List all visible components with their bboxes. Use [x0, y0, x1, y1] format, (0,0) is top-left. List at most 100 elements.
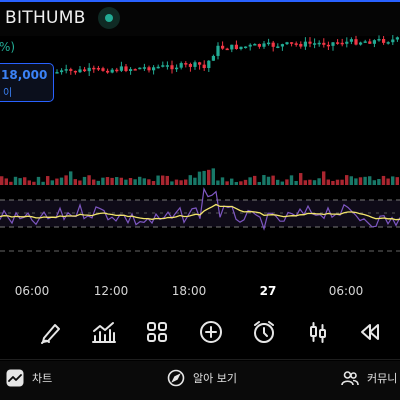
volume-series	[0, 168, 399, 185]
volume-bar	[197, 171, 202, 185]
candles-button[interactable]	[303, 316, 333, 348]
candles-icon	[310, 322, 326, 343]
candle-body	[115, 69, 119, 72]
volume-bar	[345, 175, 349, 185]
volume-bar	[110, 177, 114, 185]
volume-bar	[128, 178, 133, 185]
candle-body	[78, 69, 82, 73]
candle-body	[175, 67, 179, 70]
nav-explore-label: 알아 보기	[193, 372, 237, 385]
volume-bar	[138, 176, 142, 185]
volume-bar	[105, 177, 110, 185]
volume-bar	[174, 179, 179, 185]
volume-bar	[184, 179, 188, 185]
volume-bar	[234, 181, 238, 185]
volume-bar	[142, 178, 146, 185]
price-label-box[interactable]: 18,000 이	[0, 63, 54, 102]
volume-bar	[55, 178, 59, 185]
volume-bar	[179, 180, 183, 185]
volume-bar	[133, 179, 137, 185]
templates-button[interactable]	[142, 316, 172, 348]
candle-body	[225, 48, 229, 51]
volume-bar	[87, 175, 91, 185]
chart-nav-icon	[6, 369, 24, 387]
volume-bar	[69, 171, 73, 185]
candle-body	[142, 67, 146, 69]
add-icon	[200, 321, 222, 343]
candle-body	[87, 67, 91, 72]
volume-bar	[372, 180, 376, 185]
candle-body	[96, 68, 100, 70]
indicators-button[interactable]	[89, 316, 119, 348]
candle-body	[336, 42, 340, 44]
candle-body	[106, 70, 110, 73]
top-bar: BITHUMB	[0, 0, 400, 36]
candle-body	[285, 42, 289, 45]
candle-body	[170, 65, 174, 70]
candle-body	[377, 39, 381, 41]
volume-bar	[266, 176, 271, 185]
nav-explore[interactable]: 알아 보기	[167, 369, 237, 387]
nav-community[interactable]: 커뮤니	[341, 369, 397, 387]
pencil-icon	[41, 324, 60, 344]
nav-chart-label: 차트	[32, 372, 53, 385]
candle-body	[184, 63, 188, 65]
candle-body	[395, 37, 399, 40]
replay-button[interactable]	[355, 316, 385, 348]
candle-body	[322, 42, 326, 45]
candle-body	[73, 70, 77, 73]
volume-bar	[161, 175, 165, 185]
volume-bar	[46, 176, 50, 185]
volume-bar	[32, 181, 36, 185]
volume-bar	[0, 176, 4, 185]
volume-bar	[239, 181, 243, 185]
volume-bar	[156, 175, 160, 185]
candle-body	[207, 60, 211, 69]
volume-bar	[225, 181, 229, 185]
candle-body	[331, 42, 335, 46]
nav-chart[interactable]: 차트	[6, 369, 52, 387]
price-subtext: 이	[3, 88, 13, 99]
nav-community-label: 커뮤니	[367, 372, 398, 385]
volume-bar	[170, 181, 174, 185]
candle-body	[359, 42, 363, 45]
volume-bar	[299, 173, 303, 185]
volume-bar	[36, 176, 41, 185]
drawing-toolbar	[0, 316, 400, 352]
candle-body	[244, 46, 248, 49]
candlestick-series	[55, 35, 399, 76]
candle-body	[156, 66, 160, 69]
compass-icon	[167, 369, 185, 387]
symbol-title[interactable]: BITHUMB	[5, 8, 86, 28]
candle-body	[317, 42, 321, 45]
pencil-button[interactable]	[36, 316, 66, 348]
volume-bar	[50, 180, 54, 185]
volume-bar	[271, 175, 275, 185]
volume-bar	[280, 181, 284, 185]
volume-bar	[82, 176, 87, 185]
candle-body	[83, 69, 87, 72]
volume-bar	[294, 180, 298, 185]
date-label: 27	[259, 284, 277, 298]
candle-body	[152, 67, 156, 71]
volume-bar	[289, 175, 294, 185]
candle-body	[326, 44, 330, 47]
volume-bar	[257, 181, 261, 185]
candle-body	[124, 66, 128, 72]
volume-bar	[391, 176, 395, 185]
volume-bar	[312, 180, 317, 185]
rsi-ma-line	[0, 203, 400, 221]
volume-bar	[368, 176, 372, 185]
candle-body	[179, 63, 183, 68]
alarm-button[interactable]	[249, 316, 279, 348]
price-chart[interactable]	[0, 30, 400, 280]
add-button[interactable]	[196, 316, 226, 348]
time-axis: 06:00 12:00 18:00 27 06:00	[0, 280, 400, 304]
volume-bar	[395, 177, 399, 185]
accent-line	[0, 0, 400, 2]
bottom-nav: 차트 알아 보기 커뮤니	[0, 361, 400, 400]
price-value: 18,000	[1, 68, 48, 82]
candle-body	[267, 42, 271, 45]
candle-body	[248, 44, 252, 47]
time-label: 06:00	[14, 284, 50, 298]
